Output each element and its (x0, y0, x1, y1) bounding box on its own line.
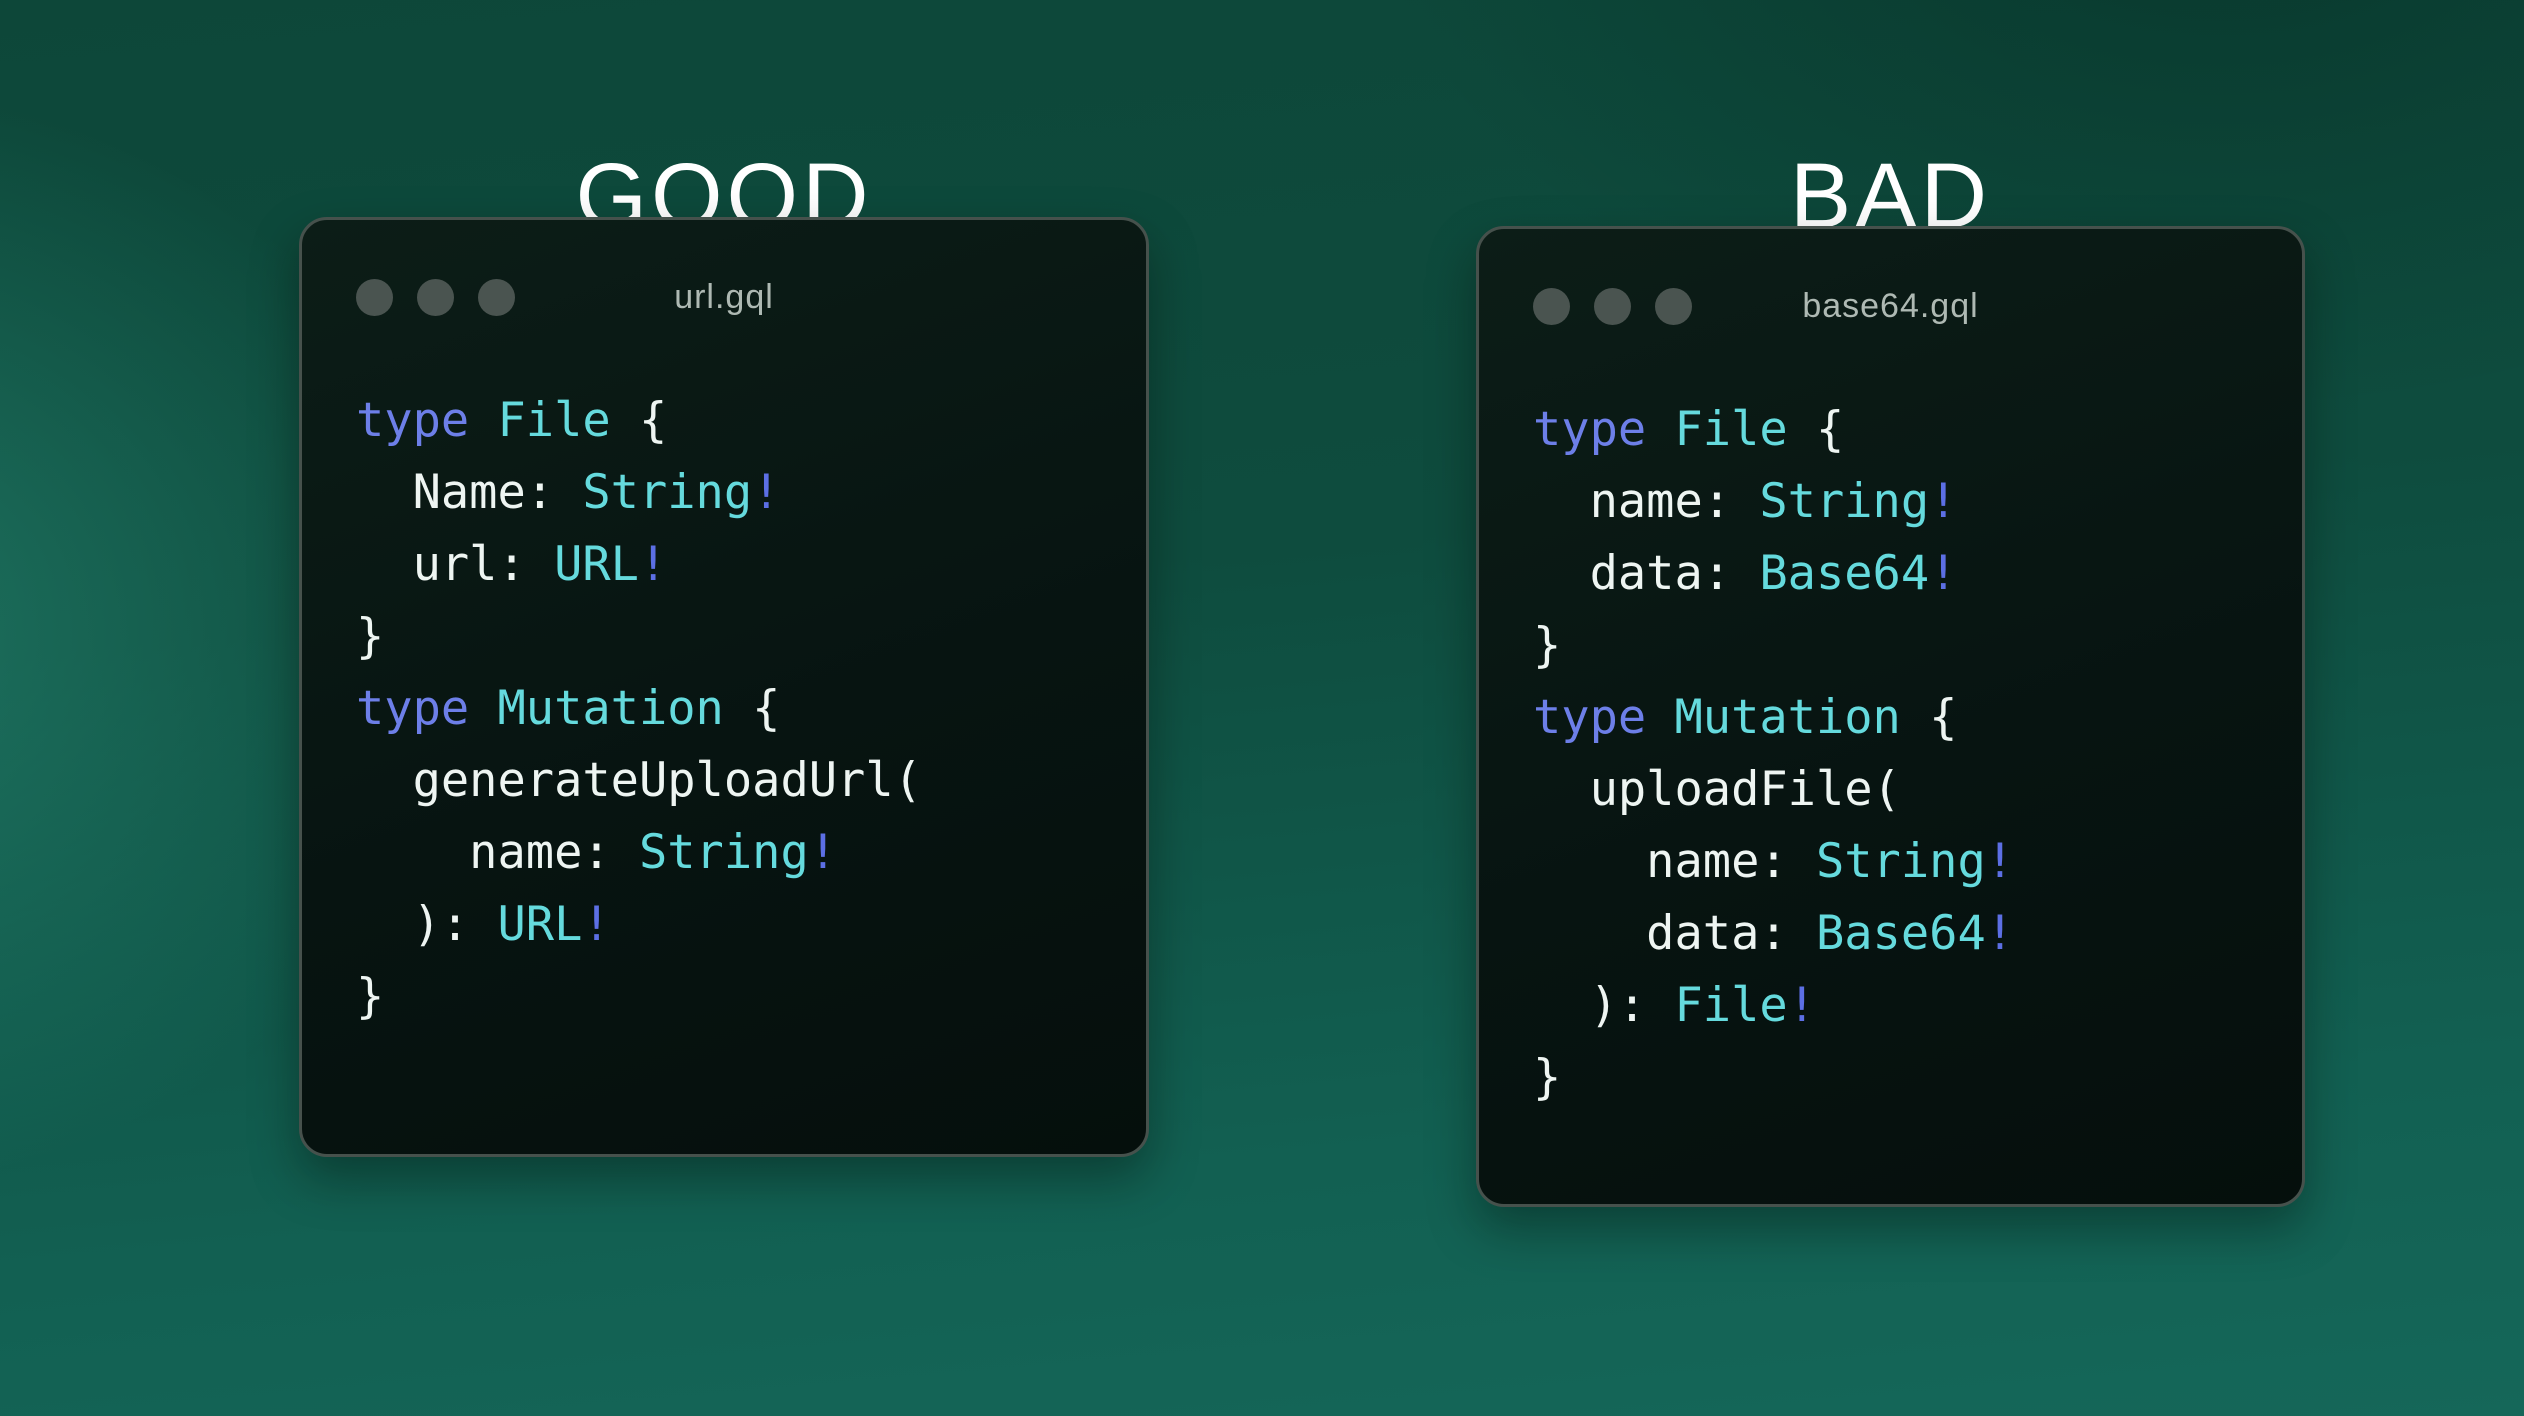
window-titlebar-base64: base64.gql (1479, 229, 2302, 384)
window-control-dot[interactable] (1594, 288, 1631, 325)
code-token-ty: String (582, 465, 753, 520)
code-line: name: String! (356, 817, 1092, 889)
code-line: data: Base64! (1533, 538, 2248, 610)
code-token-pl: { (723, 681, 781, 736)
code-token-kw: type (1533, 690, 1647, 745)
code-token-ty: Mutation (497, 681, 724, 736)
code-token-pl: name: (356, 825, 639, 880)
code-token-kw: type (1533, 402, 1647, 457)
window-control-dot[interactable] (356, 279, 393, 316)
code-editor-base64: type File { name: String! data: Base64!}… (1479, 384, 2302, 1114)
code-token-kw: type (356, 393, 470, 448)
code-token-bang: ! (582, 897, 611, 952)
code-line: Name: String! (356, 457, 1092, 529)
code-line: uploadFile( (1533, 754, 2248, 826)
code-line: type File { (356, 385, 1092, 457)
code-token-ty: URL (497, 897, 583, 952)
code-token-pl (1646, 402, 1674, 457)
traffic-lights (1533, 288, 1692, 325)
code-token-bang: ! (808, 825, 838, 880)
code-token-kw: type (356, 681, 470, 736)
code-token-ty: File (1674, 402, 1788, 457)
code-token-ty: String (1815, 834, 1986, 889)
window-control-dot[interactable] (478, 279, 515, 316)
window-control-dot[interactable] (1533, 288, 1570, 325)
code-window-base64: base64.gql type File { name: String! dat… (1476, 226, 2305, 1207)
code-token-pl (469, 681, 497, 736)
window-control-dot[interactable] (417, 279, 454, 316)
code-token-pl: { (1787, 402, 1845, 457)
code-token-pl: data: (1533, 906, 1816, 961)
code-token-bang: ! (1929, 474, 1958, 529)
code-token-pl: { (610, 393, 668, 448)
code-line: } (356, 601, 1092, 673)
window-control-dot[interactable] (1655, 288, 1692, 325)
code-token-pl: name: (1533, 834, 1816, 889)
code-token-bang: ! (638, 537, 668, 592)
code-line: } (356, 961, 1092, 1033)
code-token-pl: url: (356, 537, 555, 592)
window-filename: base64.gql (1802, 287, 1979, 325)
window-titlebar-url: url.gql (302, 220, 1146, 375)
code-window-url: url.gql type File { Name: String! url: U… (299, 217, 1149, 1157)
code-token-pl: } (356, 609, 385, 664)
code-token-pl: Name: (356, 465, 583, 520)
code-token-pl: } (356, 969, 385, 1024)
code-token-ty: String (1759, 474, 1930, 529)
traffic-lights (356, 279, 515, 316)
code-token-ty: Base64 (1759, 546, 1930, 601)
code-line: name: String! (1533, 466, 2248, 538)
code-token-ty: URL (554, 537, 639, 592)
code-token-bang: ! (1929, 546, 1958, 601)
code-line: type Mutation { (1533, 682, 2248, 754)
code-token-bang: ! (1787, 978, 1816, 1033)
code-line: name: String! (1533, 826, 2248, 898)
code-line: type File { (1533, 394, 2248, 466)
code-line: data: Base64! (1533, 898, 2248, 970)
code-token-bang: ! (1985, 834, 2015, 889)
code-token-pl: } (1533, 1050, 1562, 1105)
window-filename: url.gql (674, 278, 774, 316)
code-token-ty: File (497, 393, 611, 448)
code-token-ty: Base64 (1815, 906, 1986, 961)
code-token-bang: ! (752, 465, 781, 520)
code-token-pl: generateUploadUrl( (356, 753, 922, 808)
code-token-pl: data: (1533, 546, 1760, 601)
code-token-pl: ): (1533, 978, 1675, 1033)
code-editor-url: type File { Name: String! url: URL!} type… (302, 375, 1146, 1033)
code-line: ): File! (1533, 970, 2248, 1042)
code-token-pl: } (1533, 618, 1562, 673)
code-token-pl: ): (356, 897, 498, 952)
code-token-pl: uploadFile( (1533, 762, 1901, 817)
code-token-ty: Mutation (1674, 690, 1901, 745)
code-line: ): URL! (356, 889, 1092, 961)
code-line: } (1533, 610, 2248, 682)
code-token-ty: File (1674, 978, 1788, 1033)
code-line: } (1533, 1042, 2248, 1114)
code-line: url: URL! (356, 529, 1092, 601)
code-line: generateUploadUrl( (356, 745, 1092, 817)
code-token-pl (1646, 690, 1674, 745)
code-line: type Mutation { (356, 673, 1092, 745)
code-token-bang: ! (1985, 906, 2015, 961)
code-token-ty: String (638, 825, 809, 880)
code-token-pl: name: (1533, 474, 1760, 529)
code-token-pl: { (1900, 690, 1958, 745)
code-token-pl (469, 393, 497, 448)
